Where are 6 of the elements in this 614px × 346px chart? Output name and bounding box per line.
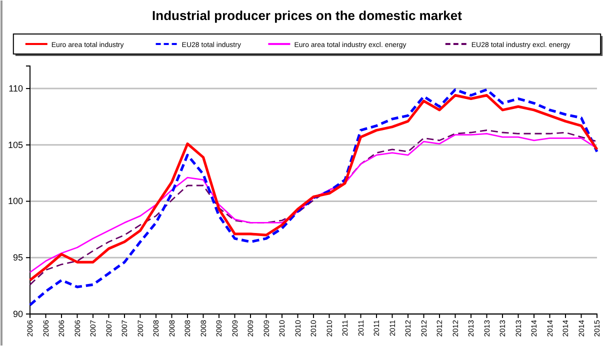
y-tick-label: 90 [12,308,23,319]
chart-title: Industrial producer prices on the domestic market [152,8,463,23]
y-tick-label: 105 [8,140,23,150]
y-tick-label: 100 [8,196,23,206]
y-tick-label: 110 [8,83,23,94]
y-tick-label: 95 [12,252,23,263]
